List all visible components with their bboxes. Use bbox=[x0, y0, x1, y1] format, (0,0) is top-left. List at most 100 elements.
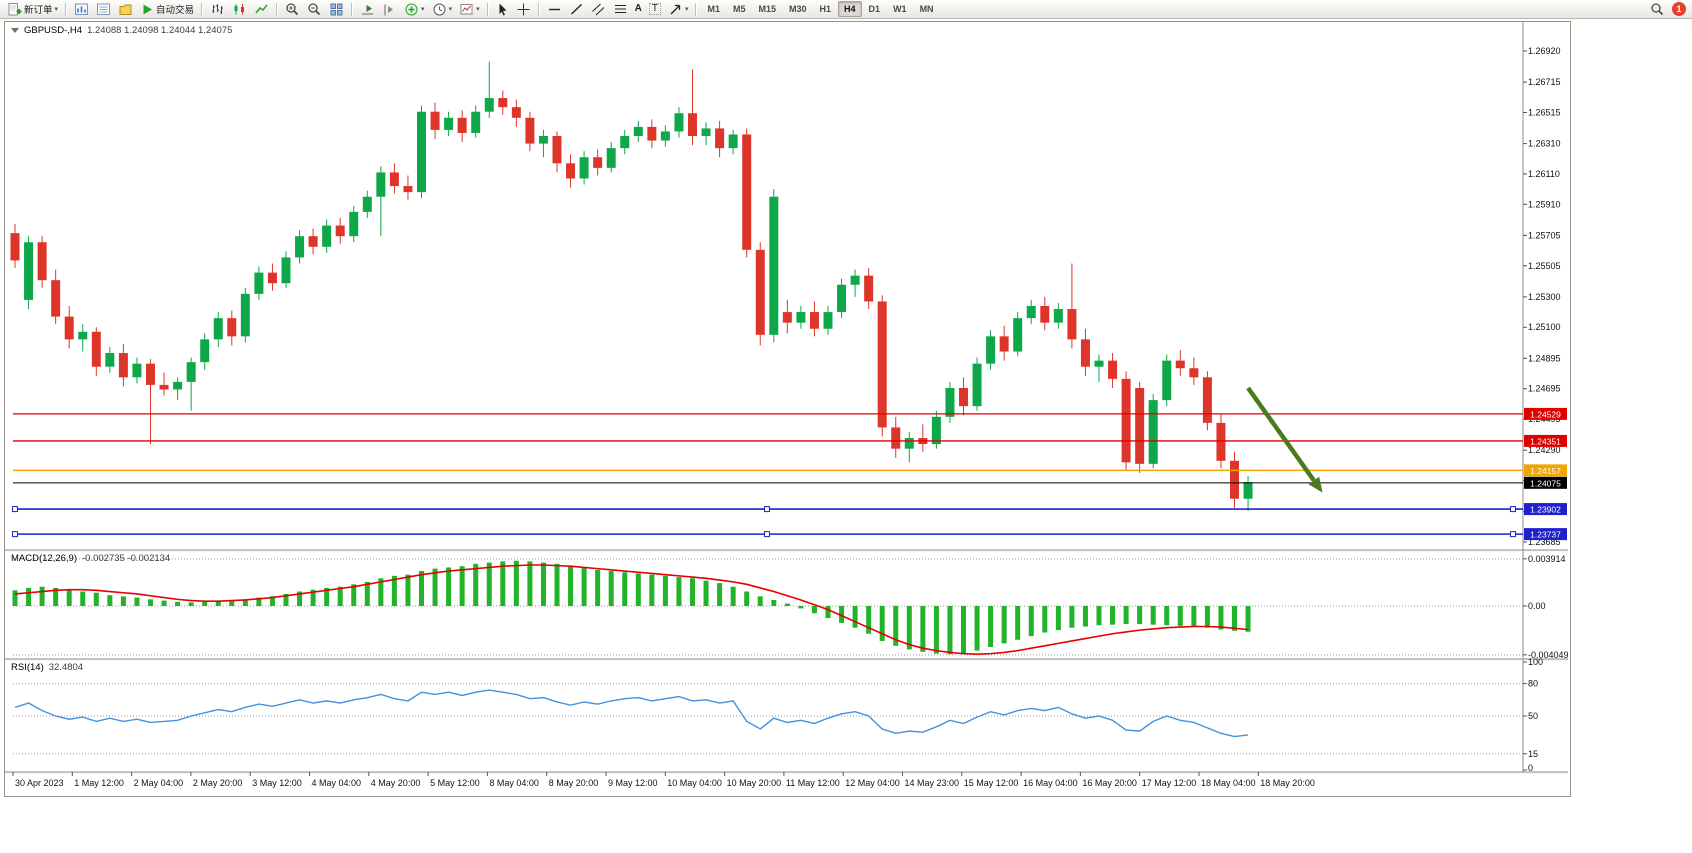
tf-d1[interactable]: D1 bbox=[868, 4, 881, 14]
separator bbox=[695, 2, 698, 16]
chevron-down-icon: ▾ bbox=[684, 5, 689, 13]
separator bbox=[276, 2, 279, 16]
auto-scroll-button[interactable] bbox=[357, 0, 378, 18]
tile-windows-button[interactable] bbox=[326, 0, 347, 18]
chart-bars-button[interactable] bbox=[207, 0, 228, 18]
candlestick-icon bbox=[234, 3, 245, 14]
horizontal-line-object[interactable]: 1.24157 bbox=[13, 464, 1567, 477]
svg-text:1.25300: 1.25300 bbox=[1528, 292, 1561, 302]
line-handle[interactable] bbox=[1510, 506, 1516, 513]
tf-h1[interactable]: H1 bbox=[819, 4, 832, 14]
tf-h4[interactable]: H4 bbox=[838, 1, 862, 17]
svg-text:0.00: 0.00 bbox=[1528, 601, 1546, 611]
line-handle[interactable] bbox=[764, 531, 770, 538]
price-badge bbox=[1524, 434, 1567, 447]
chart-line-button[interactable] bbox=[251, 0, 272, 18]
data-window-icon bbox=[97, 3, 111, 15]
line-handle[interactable] bbox=[764, 506, 770, 513]
line-handle[interactable] bbox=[1510, 531, 1516, 538]
channel-tool[interactable] bbox=[588, 0, 609, 18]
navigator-icon bbox=[119, 4, 132, 15]
search-icon bbox=[1651, 2, 1664, 15]
svg-text:4 May 04:00: 4 May 04:00 bbox=[312, 778, 362, 788]
text-tool[interactable]: A bbox=[632, 0, 645, 18]
periods-button[interactable]: ▾ bbox=[429, 0, 456, 18]
svg-text:4 May 20:00: 4 May 20:00 bbox=[371, 778, 421, 788]
rsi-name: RSI(14) bbox=[11, 662, 44, 673]
notification-badge[interactable]: 1 bbox=[1672, 2, 1686, 16]
separator bbox=[351, 2, 354, 16]
tf-m15[interactable]: M15 bbox=[758, 4, 776, 14]
tf-m30[interactable]: M30 bbox=[789, 4, 807, 14]
tile-windows-icon bbox=[330, 3, 343, 15]
ohlc-values: 1.24088 1.24098 1.24044 1.24075 bbox=[87, 25, 233, 36]
rsi-line bbox=[14, 689, 1249, 738]
svg-text:1.26920: 1.26920 bbox=[1528, 46, 1561, 56]
horizontal-line-object[interactable]: 1.24351 bbox=[13, 434, 1567, 447]
data-window-button[interactable] bbox=[93, 0, 114, 18]
chevron-down-icon: ▾ bbox=[448, 5, 453, 13]
svg-text:2 May 04:00: 2 May 04:00 bbox=[134, 778, 184, 788]
separator bbox=[486, 2, 489, 16]
trendline-tool[interactable] bbox=[566, 0, 587, 18]
line-chart-icon bbox=[255, 4, 268, 13]
svg-text:18 May 20:00: 18 May 20:00 bbox=[1260, 778, 1315, 788]
fibonacci-tool[interactable] bbox=[610, 0, 631, 18]
chart-candles-button[interactable] bbox=[229, 0, 250, 18]
horizontal-line-object[interactable]: 1.23737 bbox=[12, 528, 1568, 541]
svg-text:15 May 12:00: 15 May 12:00 bbox=[964, 778, 1019, 788]
macd-indicator-label: MACD(12,26,9) -0.002735 -0.002134 bbox=[11, 553, 170, 564]
rsi-indicator-label: RSI(14) 32.4804 bbox=[11, 662, 83, 673]
tf-m1[interactable]: M1 bbox=[707, 4, 720, 14]
tf-m5[interactable]: M5 bbox=[732, 4, 746, 14]
new-order-button[interactable]: 新订单 ▾ bbox=[4, 0, 61, 18]
tf-w1[interactable]: W1 bbox=[893, 4, 907, 14]
chart-canvas[interactable]: 1.26920 1.26715 1.26515 1.26310 1.26110 1.259… bbox=[5, 22, 1568, 794]
macd-panel: 0.003914 0.00 -0.004049 bbox=[12, 554, 1568, 660]
tf-mn[interactable]: MN bbox=[919, 4, 934, 14]
crosshair-icon bbox=[517, 3, 530, 15]
channel-icon bbox=[591, 3, 604, 15]
svg-text:100: 100 bbox=[1528, 657, 1543, 667]
price-badge bbox=[1524, 503, 1567, 516]
chart-background bbox=[5, 22, 1568, 794]
chevron-down-icon: ▾ bbox=[421, 5, 425, 13]
separator bbox=[537, 2, 540, 16]
price-badge bbox=[1524, 476, 1567, 489]
zoom-out-button[interactable] bbox=[304, 0, 325, 18]
label-tool[interactable]: T bbox=[646, 0, 664, 18]
collapse-icon[interactable] bbox=[11, 28, 19, 33]
templates-button[interactable]: ▾ bbox=[456, 0, 483, 18]
arrows-tool[interactable]: ▾ bbox=[665, 0, 692, 18]
horizontal-line-object[interactable]: 1.23902 bbox=[12, 503, 1568, 516]
horizontal-line-object[interactable]: 1.24529 bbox=[13, 407, 1567, 420]
time-axis[interactable]: 30 Apr 2023 1 May 12:00 2 May 04:00 2 May 2… bbox=[12, 772, 1315, 788]
ohlc-bars-icon bbox=[212, 3, 224, 14]
search-button[interactable] bbox=[1647, 0, 1668, 18]
template-icon bbox=[460, 3, 473, 14]
new-order-label: 新订单 bbox=[24, 5, 53, 16]
cursor-button[interactable] bbox=[493, 0, 512, 18]
svg-text:9 May 12:00: 9 May 12:00 bbox=[608, 778, 658, 788]
trend-arrow[interactable] bbox=[1246, 386, 1323, 493]
chart-shift-button[interactable] bbox=[379, 0, 400, 18]
chevron-down-icon: ▾ bbox=[54, 5, 59, 13]
horizontal-line-tool[interactable] bbox=[544, 0, 565, 18]
line-handle[interactable] bbox=[12, 506, 18, 513]
current-price-line[interactable]: 1.24075 bbox=[13, 476, 1567, 489]
market-watch-button[interactable] bbox=[71, 0, 92, 18]
auto-trading-button[interactable]: 自动交易 bbox=[137, 0, 197, 18]
line-handle[interactable] bbox=[12, 531, 18, 538]
indicators-button[interactable]: ▾ bbox=[401, 0, 428, 18]
svg-text:17 May 12:00: 17 May 12:00 bbox=[1142, 778, 1197, 788]
navigator-button[interactable] bbox=[115, 0, 136, 18]
svg-text:1.26110: 1.26110 bbox=[1528, 169, 1560, 179]
rsi-panel: 100 80 50 15 0 bbox=[13, 657, 1543, 773]
svg-text:16 May 20:00: 16 May 20:00 bbox=[1082, 778, 1137, 788]
svg-text:10 May 20:00: 10 May 20:00 bbox=[727, 778, 782, 788]
zoom-in-button[interactable] bbox=[282, 0, 303, 18]
chart-shift-icon bbox=[384, 4, 394, 15]
separator bbox=[65, 2, 68, 16]
crosshair-button[interactable] bbox=[513, 0, 534, 18]
svg-text:1.24157: 1.24157 bbox=[1530, 466, 1561, 476]
